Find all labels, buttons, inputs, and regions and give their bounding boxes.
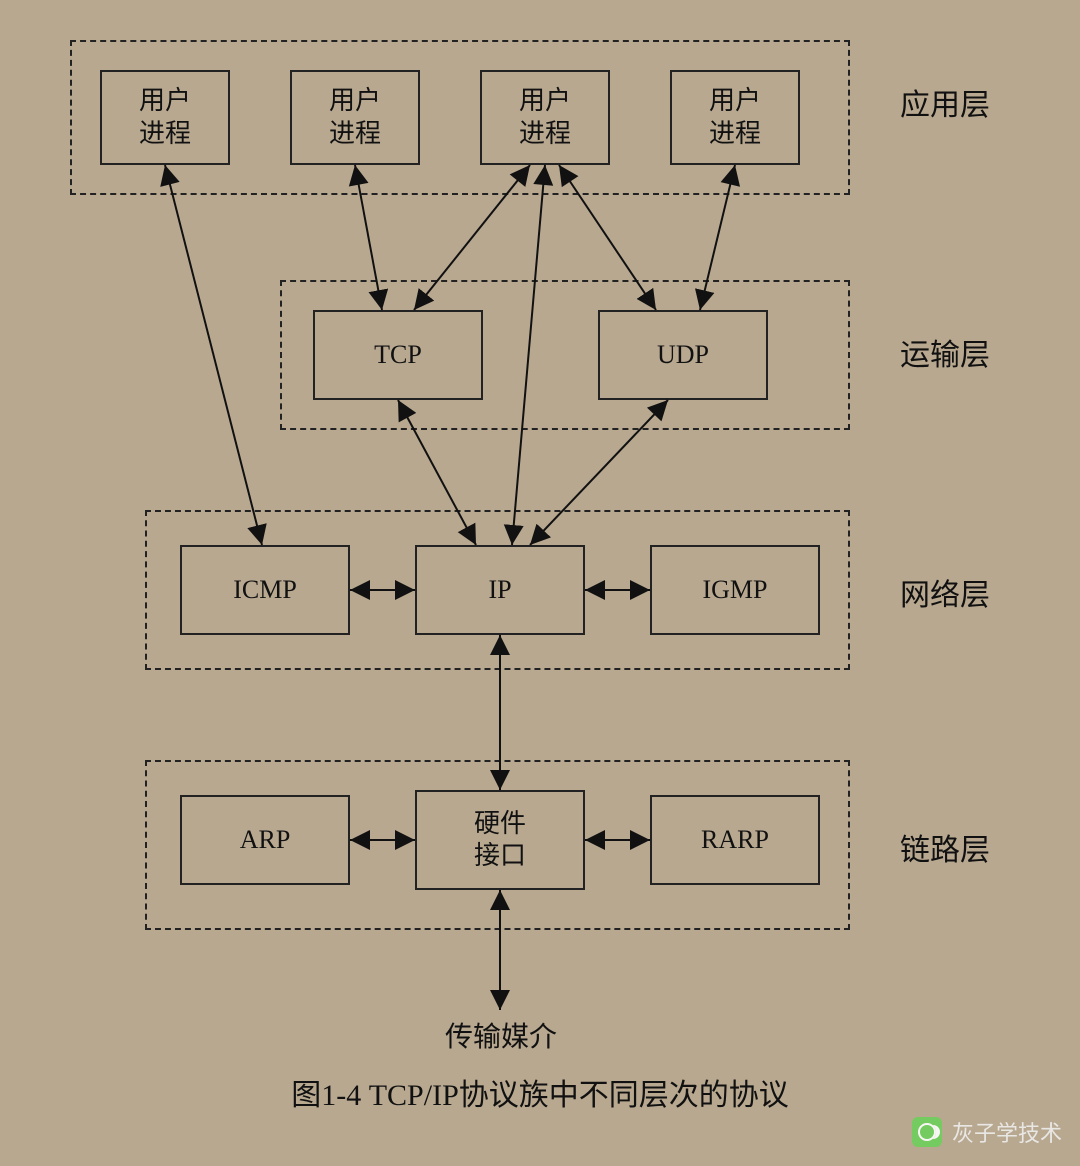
node-user-1: 用户 进程 [100,70,230,165]
label-network: 网络层 [900,570,990,614]
node-text: TCP [374,339,422,372]
node-text: 用户 进程 [709,85,761,150]
label-transport: 运输层 [900,330,990,374]
watermark: 灰子学技术 [912,1116,1062,1148]
node-text: IGMP [702,574,767,607]
label-link: 链路层 [900,825,990,869]
node-text: IP [488,574,511,607]
node-text: 用户 进程 [519,85,571,150]
node-text: RARP [701,824,769,857]
node-user-3: 用户 进程 [480,70,610,165]
wechat-icon [912,1117,942,1147]
node-igmp: IGMP [650,545,820,635]
edge-u1-icmp [165,165,262,545]
node-user-4: 用户 进程 [670,70,800,165]
node-icmp: ICMP [180,545,350,635]
node-text: 用户 进程 [139,85,191,150]
node-text: UDP [657,339,709,372]
diagram-canvas: 应用层 运输层 网络层 链路层 用户 进程 用户 进程 用户 进程 用户 进程 … [0,0,1080,1166]
media-label: 传输媒介 [445,1015,557,1055]
label-app: 应用层 [900,80,990,124]
node-rarp: RARP [650,795,820,885]
node-text: ARP [240,824,291,857]
node-text: ICMP [233,574,297,607]
watermark-text: 灰子学技术 [952,1116,1062,1148]
node-text: 硬件 接口 [474,808,526,873]
node-ip: IP [415,545,585,635]
node-text: 用户 进程 [329,85,381,150]
node-hw: 硬件 接口 [415,790,585,890]
node-arp: ARP [180,795,350,885]
node-user-2: 用户 进程 [290,70,420,165]
node-tcp: TCP [313,310,483,400]
figure-caption: 图1-4 TCP/IP协议族中不同层次的协议 [0,1070,1080,1114]
node-udp: UDP [598,310,768,400]
